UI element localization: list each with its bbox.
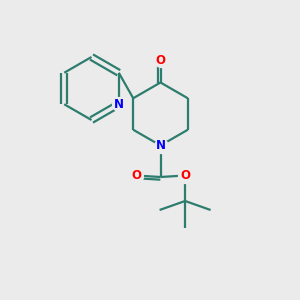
Text: O: O bbox=[180, 169, 190, 182]
Text: O: O bbox=[131, 169, 141, 182]
Text: N: N bbox=[155, 139, 166, 152]
Text: O: O bbox=[155, 53, 166, 67]
Text: N: N bbox=[114, 98, 124, 111]
